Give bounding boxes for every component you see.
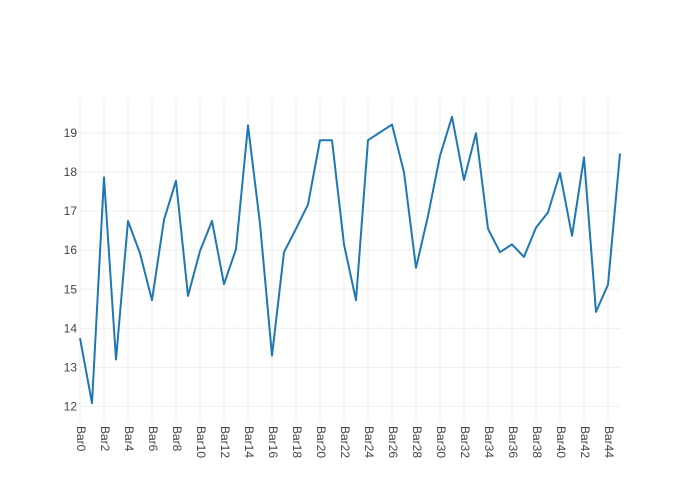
y-axis-tick-labels: 12 13 14 15 16 17 18 19 <box>64 126 78 413</box>
y-gridlines <box>80 132 620 407</box>
y-tick-label: 14 <box>64 321 78 335</box>
x-axis-tick-labels: Bar0 Bar2 Bar4 Bar6 Bar8 Bar10 Bar12 Bar14 Bar16… <box>74 426 616 458</box>
x-tick-label: Bar38 <box>530 426 544 458</box>
x-tick-label: Bar34 <box>482 426 496 458</box>
x-tick-label: Bar28 <box>410 426 424 458</box>
y-tick-label: 18 <box>64 165 78 179</box>
x-tick-label: Bar36 <box>506 426 520 458</box>
x-tick-label: Bar6 <box>146 426 160 452</box>
x-tick-label: Bar24 <box>362 426 376 458</box>
x-tick-label: Bar22 <box>338 426 352 458</box>
x-gridlines <box>79 100 609 420</box>
x-tick-label: Bar42 <box>578 426 592 458</box>
x-tick-label: Bar8 <box>170 426 184 452</box>
x-tick-label: Bar20 <box>314 426 328 458</box>
y-tick-label: 13 <box>64 360 78 374</box>
x-tick-label: Bar10 <box>194 426 208 458</box>
x-tick-label: Bar40 <box>554 426 568 458</box>
x-tick-label: Bar44 <box>602 426 616 458</box>
x-tick-label: Bar4 <box>122 426 136 452</box>
series-group <box>79 115 621 405</box>
y-tick-label: 15 <box>64 282 78 296</box>
x-tick-label: Bar12 <box>218 426 232 458</box>
x-tick-label: Bar26 <box>386 426 400 458</box>
x-tick-label: Bar14 <box>242 426 256 458</box>
y-tick-label: 19 <box>64 126 78 140</box>
x-tick-label: Bar18 <box>290 426 304 458</box>
x-tick-label: Bar32 <box>458 426 472 458</box>
y-tick-label: 12 <box>64 399 78 413</box>
series-line <box>79 115 621 405</box>
x-tick-label: Bar30 <box>434 426 448 458</box>
x-tick-label: Bar2 <box>98 426 112 452</box>
x-tick-label: Bar16 <box>266 426 280 458</box>
y-tick-label: 17 <box>64 204 78 218</box>
x-tick-label: Bar0 <box>74 426 88 452</box>
y-tick-label: 16 <box>64 243 78 257</box>
